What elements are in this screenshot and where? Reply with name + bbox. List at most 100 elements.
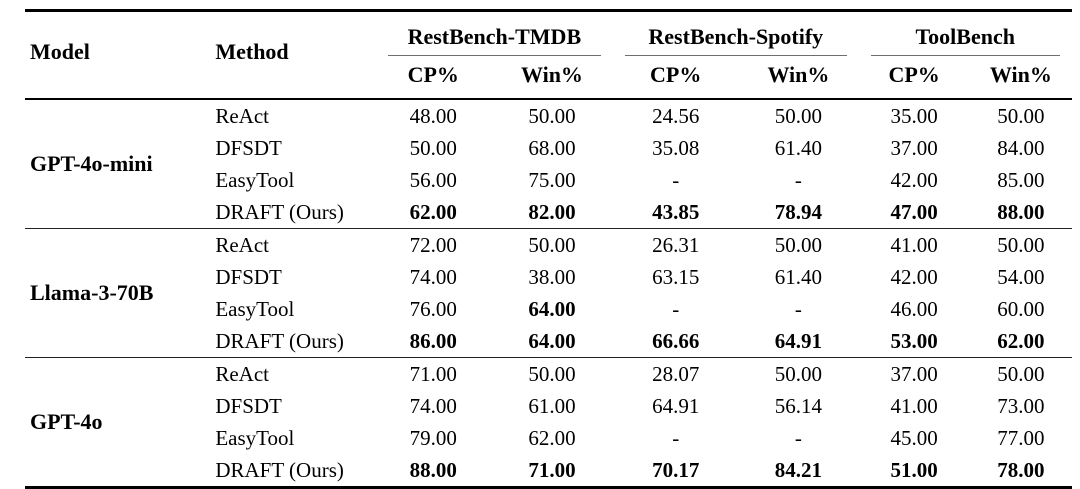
value-cell: 74.00 bbox=[409, 264, 457, 289]
method-cell: DFSDT bbox=[215, 264, 282, 289]
subheader-win-spotify: Win% bbox=[738, 56, 859, 100]
group-header-label: RestBench-Spotify bbox=[648, 24, 824, 49]
value-cell: 72.00 bbox=[375, 228, 491, 261]
value-cell: 50.00 bbox=[409, 135, 457, 160]
group-header-toolbench: ToolBench bbox=[859, 12, 1072, 56]
value-cell: - bbox=[672, 425, 680, 450]
method-cell: DRAFT (Ours) bbox=[215, 328, 344, 353]
value-cell: 50.00 bbox=[774, 103, 823, 128]
group-header-label: RestBench-TMDB bbox=[407, 24, 582, 49]
method-cell: EasyTool bbox=[215, 425, 295, 450]
table-row: DRAFT (Ours) 86.00 64.00 66.66 64.91 53.… bbox=[25, 325, 1072, 358]
value-cell: 66.66 bbox=[652, 328, 700, 353]
table-row: EasyTool 56.00 75.00 - - 42.00 85.00 bbox=[25, 164, 1072, 196]
table-row: DFSDT 50.00 68.00 35.08 61.40 37.00 84.0… bbox=[25, 132, 1072, 164]
method-cell: ReAct bbox=[215, 357, 376, 390]
value-cell: 64.00 bbox=[528, 328, 576, 353]
value-cell: 71.00 bbox=[375, 357, 491, 390]
method-cell: DFSDT bbox=[215, 135, 282, 160]
column-header-method: Method bbox=[215, 12, 376, 100]
value-cell: 85.00 bbox=[997, 167, 1045, 192]
value-cell: 43.85 bbox=[652, 199, 700, 224]
method-cell: EasyTool bbox=[215, 167, 295, 192]
value-cell: 62.00 bbox=[528, 425, 576, 450]
method-cell: DRAFT (Ours) bbox=[215, 199, 344, 224]
value-cell: 51.00 bbox=[890, 457, 938, 482]
value-cell: 86.00 bbox=[409, 328, 457, 353]
cmidrule bbox=[387, 55, 602, 56]
value-cell: 47.00 bbox=[890, 199, 938, 224]
value-cell: 88.00 bbox=[409, 457, 457, 482]
table-row: Llama-3-70B ReAct 72.00 50.00 26.31 50.0… bbox=[25, 228, 1072, 358]
method-cell: ReAct bbox=[215, 103, 269, 128]
value-cell: 35.08 bbox=[652, 135, 700, 160]
value-cell: 76.00 bbox=[409, 296, 457, 321]
value-cell: 50.00 bbox=[969, 357, 1072, 390]
value-cell: 78.00 bbox=[997, 457, 1045, 482]
benchmark-results-table: Model Method RestBench-TMDB RestBench-Sp… bbox=[25, 12, 1072, 486]
value-cell: 75.00 bbox=[528, 167, 576, 192]
subheader-win-tmdb: Win% bbox=[490, 56, 614, 100]
value-cell: 37.00 bbox=[890, 135, 938, 160]
value-cell: 78.94 bbox=[774, 199, 823, 224]
value-cell: 56.14 bbox=[774, 393, 823, 418]
value-cell: 50.00 bbox=[490, 228, 614, 261]
cmidrule bbox=[625, 55, 847, 56]
model-cell: Llama-3-70B bbox=[25, 228, 216, 358]
value-cell: 28.07 bbox=[613, 357, 739, 390]
table-row: GPT-4o-mini ReAct 48.00 50.00 24.56 50.0… bbox=[25, 99, 1072, 174]
value-cell: 50.00 bbox=[738, 228, 859, 261]
value-cell: 61.40 bbox=[774, 264, 823, 289]
value-cell: 50.00 bbox=[528, 103, 576, 128]
value-cell: 68.00 bbox=[528, 135, 576, 160]
value-cell: - bbox=[794, 167, 802, 192]
method-cell: DRAFT (Ours) bbox=[215, 457, 344, 482]
value-cell: 50.00 bbox=[490, 357, 614, 390]
value-cell: 64.91 bbox=[774, 328, 823, 353]
value-cell: 77.00 bbox=[997, 425, 1045, 450]
value-cell: 53.00 bbox=[890, 328, 938, 353]
value-cell: 64.91 bbox=[652, 393, 700, 418]
value-cell: 70.17 bbox=[652, 457, 700, 482]
value-cell: - bbox=[794, 425, 802, 450]
subheader-win-toolbench: Win% bbox=[969, 56, 1072, 100]
table-row: EasyTool 76.00 64.00 - - 46.00 60.00 bbox=[25, 293, 1072, 325]
value-cell: 50.00 bbox=[997, 103, 1045, 128]
value-cell: - bbox=[672, 296, 680, 321]
value-cell: 71.00 bbox=[528, 457, 576, 482]
value-cell: 84.21 bbox=[774, 457, 823, 482]
value-cell: 42.00 bbox=[890, 264, 938, 289]
subheader-cp-tmdb: CP% bbox=[375, 56, 491, 100]
column-header-model: Model bbox=[25, 12, 216, 100]
value-cell: 42.00 bbox=[890, 167, 938, 192]
value-cell: 35.00 bbox=[890, 103, 938, 128]
table-row: DFSDT 74.00 61.00 64.91 56.14 41.00 73.0… bbox=[25, 390, 1072, 422]
value-cell: 74.00 bbox=[409, 393, 457, 418]
table-row: GPT-4o ReAct 71.00 50.00 28.07 50.00 37.… bbox=[25, 357, 1072, 486]
value-cell: 56.00 bbox=[409, 167, 457, 192]
table-row: DRAFT (Ours) 88.00 71.00 70.17 84.21 51.… bbox=[25, 454, 1072, 486]
group-header-label: ToolBench bbox=[915, 24, 1015, 49]
method-cell: EasyTool bbox=[215, 296, 295, 321]
value-cell: 61.00 bbox=[528, 393, 576, 418]
table-row: EasyTool 79.00 62.00 - - 45.00 77.00 bbox=[25, 422, 1072, 454]
group-header-restbench-tmdb: RestBench-TMDB bbox=[376, 12, 613, 56]
table-row: DFSDT 74.00 38.00 63.15 61.40 42.00 54.0… bbox=[25, 261, 1072, 293]
value-cell: 48.00 bbox=[409, 103, 457, 128]
subheader-cp-spotify: CP% bbox=[613, 56, 739, 100]
value-cell: 50.00 bbox=[969, 228, 1072, 261]
value-cell: 79.00 bbox=[409, 425, 457, 450]
value-cell: 73.00 bbox=[997, 393, 1045, 418]
value-cell: - bbox=[794, 296, 802, 321]
value-cell: 88.00 bbox=[997, 199, 1045, 224]
value-cell: 62.00 bbox=[997, 328, 1045, 353]
table-row: DRAFT (Ours) 62.00 82.00 43.85 78.94 47.… bbox=[25, 196, 1072, 229]
method-cell: ReAct bbox=[215, 228, 376, 261]
value-cell: 26.31 bbox=[613, 228, 739, 261]
value-cell: - bbox=[672, 167, 680, 192]
value-cell: 60.00 bbox=[997, 296, 1045, 321]
value-cell: 63.15 bbox=[652, 264, 700, 289]
value-cell: 61.40 bbox=[774, 135, 823, 160]
group-header-restbench-spotify: RestBench-Spotify bbox=[613, 12, 858, 56]
header-subrow: CP% Win% CP% Win% CP% Win% bbox=[25, 56, 1072, 100]
